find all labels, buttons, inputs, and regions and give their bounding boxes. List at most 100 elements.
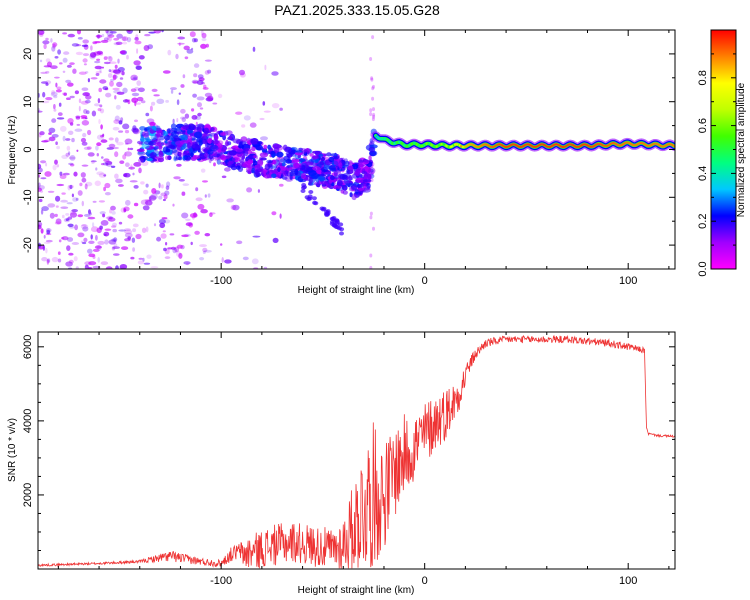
snr-frame	[37, 331, 676, 570]
spectrogram-noise-blob	[137, 260, 144, 265]
spectrogram-noise-blob	[68, 156, 76, 160]
spectrogram-noise-blob	[108, 56, 113, 62]
spectrogram-noise-blob	[54, 221, 62, 225]
spectrogram-ridge-core	[375, 134, 378, 138]
spectrogram-noise-blob	[108, 69, 112, 73]
spectrogram-y-axis-label: Frequency (Hz)	[7, 116, 18, 185]
spectrogram-ridge-blob	[165, 148, 171, 153]
spectrogram-noise-blob	[82, 39, 89, 44]
spectrogram-noise-blob	[197, 102, 202, 108]
spectrogram-ridge-blob	[267, 163, 273, 168]
spectrogram-noise-blob	[100, 139, 108, 143]
snr-y-tick-labels: 2000 4000 6000	[22, 335, 34, 508]
spectrogram-ridge-blob	[175, 140, 184, 146]
spectrogram-noise-blob	[182, 74, 186, 79]
spectrogram-noise-blob	[371, 117, 375, 122]
spectrogram-noise-blob	[135, 65, 142, 70]
spectrogram-ridge-blob	[368, 155, 372, 161]
spectrogram-ridge-core	[516, 144, 519, 148]
spectrogram-noise-blob	[221, 175, 227, 179]
spectrogram-noise-blob	[60, 237, 65, 240]
spectrogram-noise-blob	[209, 212, 213, 217]
spectrogram-noise-blob	[141, 227, 147, 233]
spectrogram-ridge-blob	[176, 131, 184, 135]
spectrogram-noise-blob	[38, 167, 43, 173]
spectrogram-noise-blob	[45, 82, 49, 86]
spectrogram-ridge-blob	[300, 148, 307, 155]
spectrogram-noise-blob	[46, 228, 52, 233]
spectrogram-noise-blob	[40, 71, 48, 74]
spectrogram-ridge-core	[660, 145, 663, 148]
spectrogram-ridge-core	[500, 143, 503, 147]
spectrogram-noise-blob	[134, 40, 142, 45]
spectrogram-noise-blob	[114, 173, 119, 179]
spectrogram-noise-blob	[122, 41, 127, 45]
spectrogram-noise-blob	[369, 265, 373, 269]
spectrogram-noise-blob	[67, 118, 74, 124]
spectrogram-noise-blob	[148, 195, 157, 201]
spectrogram-ridge-blob	[139, 156, 149, 161]
spectrogram-noise-blob	[153, 94, 160, 97]
spectrogram-noise-blob	[114, 64, 118, 69]
spectrogram-noise-blob	[46, 259, 51, 264]
spectrogram-y-tick-label: 20	[22, 48, 34, 60]
spectrogram-ridge-blob	[300, 173, 307, 179]
spectrogram-noise-blob	[173, 176, 181, 180]
spectrogram-noise-blob	[107, 217, 116, 222]
spectrogram-noise-blob	[172, 203, 175, 207]
spectrogram-ridge-blob	[244, 161, 253, 165]
spectrogram-ridge-core	[602, 144, 605, 147]
spectrogram-noise-blob	[165, 185, 170, 190]
spectrogram-ridge-core	[467, 143, 470, 147]
spectrogram-noise-blob	[66, 64, 72, 68]
spectrogram-noise-blob	[114, 151, 119, 158]
spectrogram-noise-blob	[369, 57, 373, 61]
spectrogram-ridge-blob	[140, 136, 145, 142]
spectrogram-noise-blob	[100, 39, 109, 43]
spectrogram-ridge-core	[529, 144, 533, 147]
spectrogram-ridge-core	[644, 143, 648, 147]
spectrogram-ridge-blob	[231, 157, 239, 162]
spectrogram-noise-blob	[145, 112, 150, 117]
spectrogram-noise-blob	[81, 141, 88, 146]
spectrogram-noise-blob	[69, 122, 74, 126]
spectrogram-noise-blob	[243, 115, 251, 121]
spectrogram-noise-blob	[87, 248, 93, 254]
spectrogram-noise-blob	[54, 159, 58, 165]
spectrogram-noise-blob	[132, 172, 135, 176]
spectrogram-noise-blob	[180, 116, 186, 120]
spectrogram-ridge-core	[630, 143, 633, 146]
spectrogram-noise-blob	[124, 228, 131, 232]
spectrogram-ridge-blob	[240, 136, 248, 142]
spectrogram-ridge-core	[543, 143, 546, 147]
snr-series-line	[38, 334, 675, 569]
spectrogram-ridge-core	[399, 141, 402, 144]
spectrogram-noise-blob	[122, 36, 127, 41]
colorbar-tick-label: 0.2	[697, 214, 709, 229]
spectrogram-noise-blob	[263, 110, 271, 113]
spectrogram-noise-blob	[73, 171, 78, 177]
colorbar-label: Normalized spectral amplitude	[736, 82, 747, 217]
spectrogram-ridge-core	[388, 140, 391, 143]
spectrogram-ridge-blob	[299, 164, 309, 170]
spectrogram-noise-blob	[201, 32, 207, 39]
spectrogram-ridge-core	[593, 144, 596, 148]
figure-title: PAZ1.2025.333.15.05.G28	[274, 2, 440, 18]
spectrogram-ridge-core	[417, 143, 420, 147]
spectrogram-noise-blob	[108, 36, 112, 42]
spectrogram-noise-blob	[184, 113, 190, 119]
spectrogram-ridge-blob	[192, 142, 196, 149]
spectrogram-noise-blob	[130, 256, 135, 260]
spectrogram-noise-blob	[124, 232, 133, 238]
spectrogram-noise-blob	[175, 53, 179, 60]
spectrogram-ridge-blob	[329, 219, 335, 224]
spectrogram-ridge-blob	[318, 153, 324, 157]
spectrogram-noise-blob	[84, 92, 90, 96]
spectrogram-noise-blob	[94, 245, 102, 249]
spectrogram-noise-blob	[56, 164, 60, 168]
spectrogram-ridge-core	[552, 143, 555, 147]
spectrogram-ridge-core	[473, 144, 477, 148]
spectrogram-ridge-blob	[158, 144, 162, 152]
spectrogram-noise-blob	[224, 259, 232, 264]
spectrogram-noise-blob	[167, 247, 173, 250]
